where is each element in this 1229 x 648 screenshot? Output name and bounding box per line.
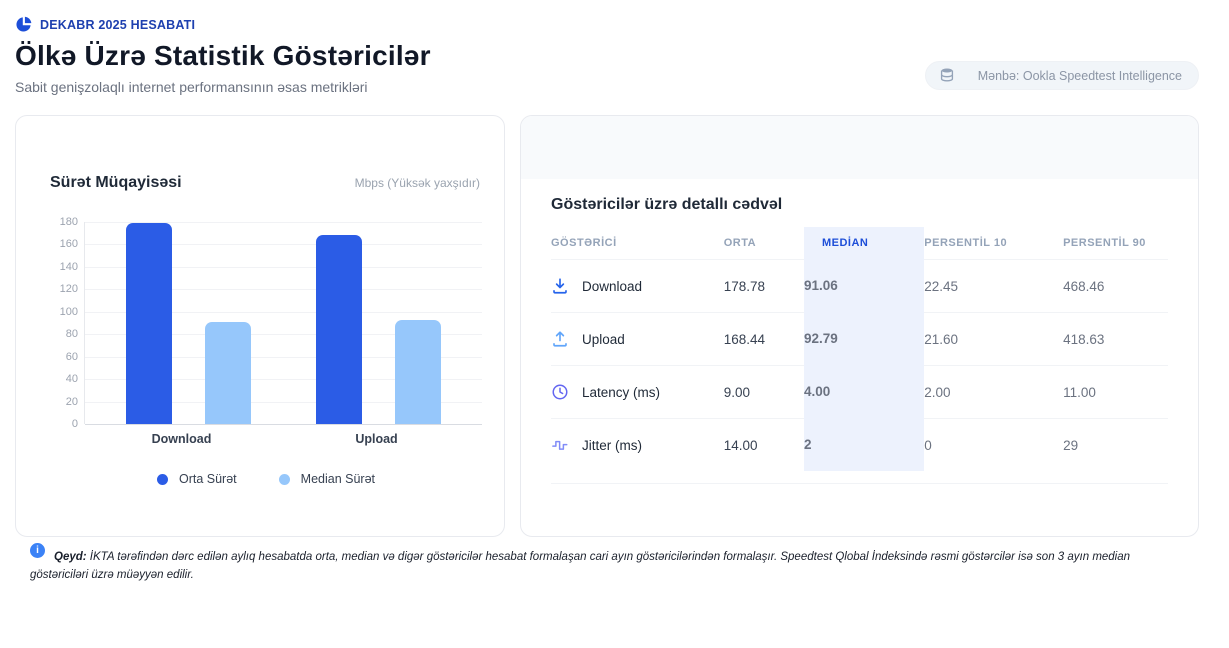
speed-comparison-chart-card: Sürət Müqayisəsi Mbps (Yüksək yaxşıdır) … bbox=[15, 115, 505, 537]
source-badge: Mənbə: Ookla Speedtest Intelligence bbox=[924, 61, 1199, 90]
metric-label: Upload bbox=[582, 331, 625, 347]
p10-value: 0 bbox=[924, 418, 1064, 471]
y-tick: 80 bbox=[65, 328, 78, 341]
orta-value: 178.78 bbox=[723, 259, 804, 312]
report-label: DEKABR 2025 HESABATI bbox=[15, 16, 1199, 33]
report-period-label: DEKABR 2025 HESABATI bbox=[40, 17, 196, 32]
metric-label: Download bbox=[582, 278, 643, 294]
content-cards: Sürət Müqayisəsi Mbps (Yüksək yaxşıdır) … bbox=[15, 115, 1199, 537]
legend-item-median: Median Sürət bbox=[278, 472, 376, 486]
p90-value: 418.63 bbox=[1063, 312, 1168, 365]
metrics-table-card: Göstəricilər üzrə detallı cədvəl GÖSTƏRİ… bbox=[520, 115, 1199, 537]
col-header-gosterici: GÖSTƏRİCİ bbox=[551, 237, 617, 249]
legend-item-orta: Orta Sürət bbox=[156, 472, 237, 486]
metric-label: Jitter (ms) bbox=[582, 437, 642, 453]
y-tick: 20 bbox=[65, 395, 78, 408]
y-tick: 160 bbox=[59, 238, 78, 251]
col-header-persentil-10: PERSENTİL 10 bbox=[924, 237, 1008, 249]
chart-unit-label: Mbps (Yüksək yaxşıdır) bbox=[354, 176, 480, 190]
table-card-header-band bbox=[521, 116, 1198, 179]
p10-value: 21.60 bbox=[924, 312, 1064, 365]
chart-legend: Orta Sürət Median Sürət bbox=[50, 472, 482, 486]
x-label-download: Download bbox=[151, 432, 212, 446]
orta-value: 14.00 bbox=[723, 418, 804, 471]
database-icon bbox=[940, 68, 953, 82]
legend-dot-orta bbox=[156, 473, 168, 485]
metrics-table: GÖSTƏRİCİ ORTA MEDİAN PERSENTİL 10 PERSE… bbox=[551, 227, 1168, 484]
orta-value: 168.44 bbox=[723, 312, 804, 365]
pie-chart-logo-icon bbox=[16, 16, 32, 32]
clock-icon bbox=[552, 384, 568, 400]
y-tick: 40 bbox=[65, 373, 78, 386]
footnote-text: İKTA tərəfindən dərc edilən aylıq hesaba… bbox=[30, 551, 1131, 581]
pulse-icon bbox=[552, 440, 568, 450]
bar-chart: 180 160 140 120 100 80 60 40 20 0 bbox=[50, 216, 482, 430]
median-value: 2 bbox=[803, 418, 925, 471]
p90-value: 29 bbox=[1063, 418, 1168, 471]
chart-plot-area bbox=[84, 222, 482, 425]
info-icon: i bbox=[30, 543, 45, 558]
col-header-persentil-90: PERSENTİL 90 bbox=[1063, 237, 1146, 249]
p10-value: 22.45 bbox=[924, 259, 1064, 312]
download-icon bbox=[553, 278, 567, 294]
p10-value: 2.00 bbox=[924, 365, 1064, 418]
upload-icon bbox=[553, 331, 567, 347]
table-row-latency: Latency (ms) 9.00 4.00 2.00 11.00 bbox=[551, 365, 1168, 418]
table-row-jitter: Jitter (ms) 14.00 2 0 29 bbox=[551, 418, 1168, 471]
table-header-row: GÖSTƏRİCİ ORTA MEDİAN PERSENTİL 10 PERSE… bbox=[551, 227, 1168, 259]
y-tick: 140 bbox=[59, 260, 78, 273]
y-tick: 120 bbox=[59, 283, 78, 296]
y-tick: 100 bbox=[59, 305, 78, 318]
table-row-upload: Upload 168.44 92.79 21.60 418.63 bbox=[551, 312, 1168, 365]
page-subtitle: Sabit genişzolaqlı internet performansın… bbox=[15, 79, 368, 95]
median-value: 92.79 bbox=[803, 312, 925, 365]
page-header: DEKABR 2025 HESABATI Ölkə Üzrə Statistik… bbox=[0, 0, 1229, 95]
col-header-median: MEDİAN bbox=[803, 227, 925, 259]
bar-upload-median bbox=[395, 319, 442, 424]
p90-value: 11.00 bbox=[1063, 365, 1168, 418]
chart-title: Sürət Müqayisəsi bbox=[50, 174, 182, 191]
bar-group-download bbox=[125, 222, 251, 424]
legend-dot-median bbox=[278, 473, 290, 485]
footnote: i Qeyd: İKTA tərəfindən dərc edilən aylıq… bbox=[30, 543, 1175, 585]
source-badge-label: Mənbə: Ookla Speedtest Intelligence bbox=[977, 68, 1182, 83]
bar-group-upload bbox=[316, 222, 442, 424]
p90-value: 468.46 bbox=[1063, 259, 1168, 312]
bar-download-orta bbox=[125, 223, 172, 424]
bar-upload-orta bbox=[316, 234, 363, 424]
y-tick: 60 bbox=[65, 350, 78, 363]
table-row-download: Download 178.78 91.06 22.45 468.46 bbox=[551, 259, 1168, 312]
col-header-orta: ORTA bbox=[723, 237, 757, 249]
footnote-label: Qeyd: bbox=[54, 551, 87, 563]
orta-value: 9.00 bbox=[723, 365, 804, 418]
y-tick: 0 bbox=[71, 418, 78, 430]
bar-download-median bbox=[204, 321, 251, 424]
y-tick: 180 bbox=[59, 216, 78, 228]
legend-label-median: Median Sürət bbox=[300, 472, 376, 486]
chart-y-axis: 180 160 140 120 100 80 60 40 20 0 bbox=[50, 216, 84, 430]
x-label-upload: Upload bbox=[355, 432, 398, 446]
median-value: 4.00 bbox=[803, 365, 925, 418]
metric-label: Latency (ms) bbox=[582, 384, 661, 400]
legend-label-orta: Orta Sürət bbox=[178, 472, 237, 486]
page-title: Ölkə Üzrə Statistik Göstəricilər bbox=[15, 40, 431, 71]
table-title: Göstəricilər üzrə detallı cədvəl bbox=[551, 196, 783, 213]
median-value: 91.06 bbox=[803, 259, 925, 312]
